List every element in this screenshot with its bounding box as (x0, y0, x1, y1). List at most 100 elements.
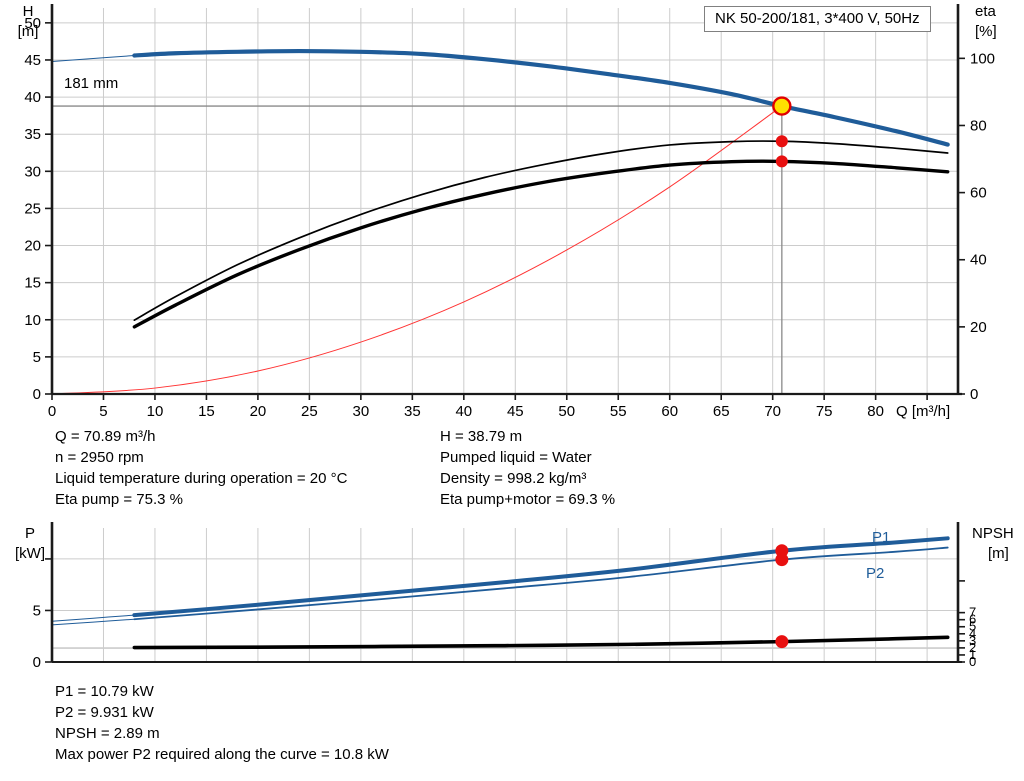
info-eta-pump-motor: Eta pump+motor = 69.3 % (440, 491, 616, 508)
info-max-power: Max power P2 required along the curve = … (55, 746, 389, 763)
y-right-tick-label: 20 (970, 319, 987, 336)
x-tick-label: 70 (764, 403, 781, 420)
npsh-axis-unit: [m] (988, 545, 1009, 562)
p-tick-label: 5 (33, 602, 41, 619)
info-eta-pump: Eta pump = 75.3 % (55, 491, 183, 508)
info-density: Density = 998.2 kg/m³ (440, 470, 587, 487)
y-left-tick-label: 35 (24, 126, 41, 143)
p2-series-label: P2 (866, 565, 884, 582)
impeller-diameter-label: 181 mm (64, 75, 118, 92)
top-axes: 0 5 10 15 20 25 30 35 40 45 50 0 20 40 60 80 100 0 5 10 15 20… (24, 4, 995, 420)
y-left-tick-label: 45 (24, 52, 41, 69)
x-tick-label: 30 (353, 403, 370, 420)
power-npsh-chart: 0 5 0 1 2 3 4 5 6 7 P [kW] NPSH [m] P1 P2 (0, 516, 1024, 678)
head-efficiency-chart: 0 5 10 15 20 25 30 35 40 45 50 0 20 40 60 80 100 0 5 10 15 20… (18, 3, 997, 420)
pump-title-text: NK 50-200/181, 3*400 V, 50Hz (715, 10, 920, 27)
y-right-axis-title: eta (975, 3, 997, 20)
x-axis-title: Q [m³/h] (896, 403, 950, 420)
npsh-tick-label: 7 (969, 605, 976, 620)
operating-data-top-right: H = 38.79 m Pumped liquid = Water Densit… (440, 426, 615, 510)
npsh-tick-label: 6 (969, 612, 976, 627)
y-left-tick-label: 40 (24, 89, 41, 106)
x-tick-label: 80 (867, 403, 884, 420)
y-left-tick-label: 10 (24, 312, 41, 329)
info-liquid-temperature: Liquid temperature during operation = 20… (55, 470, 348, 487)
npsh-tick-label: 2 (969, 640, 976, 655)
bottom-duty-markers (775, 544, 789, 649)
npsh-tick-label: 0 (969, 654, 976, 669)
efficiency-duty-markers (775, 135, 788, 168)
info-p1: P1 = 10.79 kW (55, 683, 154, 700)
y-left-tick-label: 15 (24, 275, 41, 292)
operating-data-bottom: P1 = 10.79 kW P2 = 9.931 kW NPSH = 2.89 … (55, 681, 389, 765)
x-tick-label: 35 (404, 403, 421, 420)
x-tick-label: 20 (250, 403, 267, 420)
eta-pump-motor-curve (132, 159, 950, 329)
duty-point-guides (52, 105, 783, 394)
duty-point-marker (772, 96, 792, 116)
x-tick-label: 15 (198, 403, 215, 420)
y-left-axis-unit: [m] (18, 23, 39, 40)
x-tick-label: 10 (147, 403, 164, 420)
p1-curve (132, 536, 950, 618)
y-right-tick-label: 100 (970, 50, 995, 67)
info-npsh: NPSH = 2.89 m (55, 725, 160, 742)
y-left-tick-label: 25 (24, 200, 41, 217)
bottom-curves (51, 536, 950, 650)
npsh-tick-label: 4 (969, 626, 976, 641)
y-right-axis-unit: [%] (975, 23, 997, 40)
y-left-tick-label: 0 (33, 386, 41, 403)
info-q: Q = 70.89 m³/h (55, 428, 156, 445)
y-left-tick-label: 5 (33, 349, 41, 366)
y-right-tick-label: 40 (970, 252, 987, 269)
y-right-tick-label: 80 (970, 117, 987, 134)
info-h: H = 38.79 m (440, 428, 523, 445)
p-axis-unit: [kW] (15, 545, 45, 562)
npsh-axis-title: NPSH (972, 525, 1014, 542)
top-gridlines (51, 8, 958, 395)
x-tick-label: 5 (99, 403, 107, 420)
npsh-tick-label: 3 (969, 633, 976, 648)
y-left-tick-label: 20 (24, 238, 41, 255)
head-efficiency-chart-canvas: 0 5 10 15 20 25 30 35 40 45 50 0 20 40 60 80 100 0 5 10 15 20… (18, 3, 997, 420)
p1-curve-extension (51, 614, 135, 622)
x-tick-label: 75 (816, 403, 833, 420)
p2-duty-marker (775, 553, 789, 567)
head-curve-extension (51, 55, 135, 62)
npsh-duty-marker (775, 635, 789, 649)
pump-title-box: NK 50-200/181, 3*400 V, 50Hz (704, 6, 931, 32)
eta-pump-marker (775, 135, 788, 148)
x-tick-label: 25 (301, 403, 318, 420)
eta-pump-curve (133, 140, 949, 322)
y-left-axis-title: H (23, 3, 34, 20)
p-axis-title: P (25, 525, 35, 542)
p1-series-label: P1 (872, 529, 890, 546)
x-tick-label: 45 (507, 403, 524, 420)
x-tick-label: 50 (558, 403, 575, 420)
y-right-tick-label: 60 (970, 185, 987, 202)
info-p2: P2 = 9.931 kW (55, 704, 154, 721)
x-tick-label: 60 (661, 403, 678, 420)
y-right-tick-label: 0 (970, 386, 978, 403)
y-left-tick-label: 30 (24, 163, 41, 180)
npsh-tick-label: 5 (969, 619, 976, 634)
eta-pump-motor-marker (775, 155, 788, 168)
info-n: n = 2950 rpm (55, 449, 144, 466)
x-tick-label: 40 (455, 403, 472, 420)
operating-data-top: Q = 70.89 m³/h n = 2950 rpm Liquid tempe… (0, 426, 1024, 516)
head-curve-181mm (132, 48, 950, 147)
p2-curve-extension (51, 618, 135, 626)
x-tick-label: 55 (610, 403, 627, 420)
system-resistance-curve (51, 105, 783, 395)
x-tick-label: 65 (713, 403, 730, 420)
p-tick-label: 0 (33, 654, 41, 671)
p2-curve (133, 546, 949, 621)
x-tick-label: 0 (48, 403, 56, 420)
info-pumped-liquid: Pumped liquid = Water (440, 449, 592, 466)
npsh-curve (132, 635, 950, 650)
npsh-tick-label: 1 (969, 647, 976, 662)
operating-data-top-left: Q = 70.89 m³/h n = 2950 rpm Liquid tempe… (55, 426, 347, 510)
y-left-tick-label: 50 (24, 15, 41, 32)
